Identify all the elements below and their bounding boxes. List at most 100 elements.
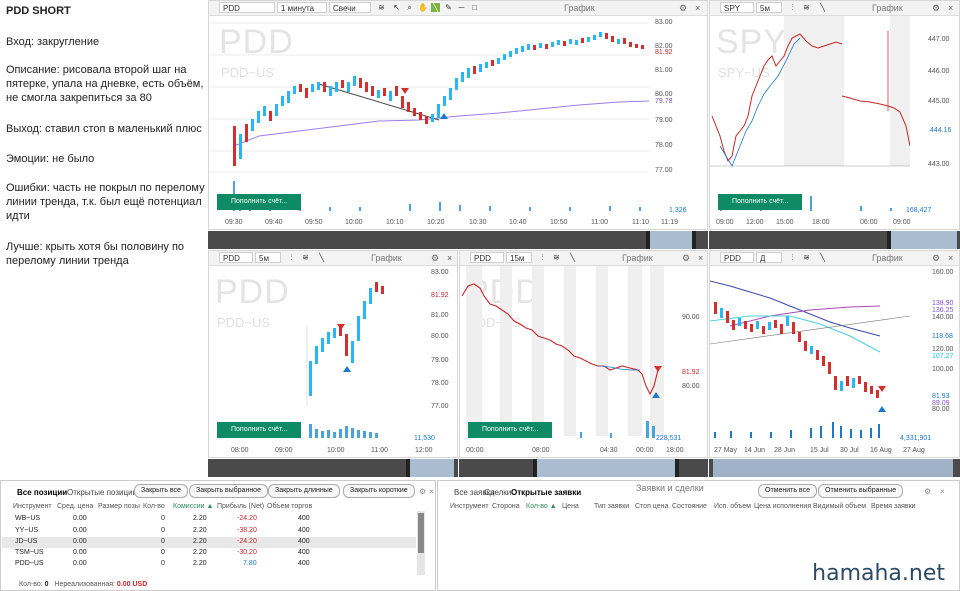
scroller-thumb[interactable]: [535, 459, 675, 477]
deposit-button[interactable]: Пополнить счёт...: [468, 422, 553, 438]
scroller-handle-right[interactable]: [692, 231, 696, 249]
table-row[interactable]: PDD~US 0.00 0 2.20 7.80 400: [1, 560, 421, 571]
settings-icon[interactable]: ⚙: [679, 3, 688, 13]
deposit-button[interactable]: Пополнить счёт...: [217, 422, 302, 438]
zoom-icon[interactable]: ⌕: [407, 3, 412, 12]
tab-open-orders[interactable]: Открытые заявки: [511, 488, 582, 497]
ticker-selector[interactable]: SPY: [720, 2, 754, 13]
panel-close-icon[interactable]: ×: [429, 487, 434, 496]
indicators-icon[interactable]: ≋: [803, 253, 810, 262]
candles-icon[interactable]: ⫶: [290, 253, 293, 262]
scroller-thumb[interactable]: [889, 231, 957, 249]
trendline-icon[interactable]: ╲: [820, 253, 825, 262]
col-state[interactable]: Состояние: [672, 503, 707, 510]
horizontal-line-icon[interactable]: ─: [458, 3, 465, 12]
trendline-icon[interactable]: ╲: [570, 253, 575, 262]
col-profit-net[interactable]: Прибыль (Net): [217, 503, 265, 510]
close-short-button[interactable]: Закрыть короткие: [343, 484, 415, 498]
hand-icon[interactable]: ✋: [418, 3, 428, 12]
col-price[interactable]: Цена: [562, 503, 579, 510]
close-icon[interactable]: ×: [948, 3, 954, 13]
close-icon[interactable]: ×: [447, 253, 453, 263]
deposit-button[interactable]: Пополнить счёт...: [718, 194, 803, 210]
deposit-button[interactable]: Пополнить счёт...: [217, 194, 302, 210]
close-all-button[interactable]: Закрыть все: [134, 484, 188, 498]
settings-icon[interactable]: ⚙: [682, 253, 691, 263]
candles-icon[interactable]: ⫶: [791, 253, 794, 262]
scroller-thumb[interactable]: [408, 459, 454, 477]
rectangle-icon[interactable]: □: [472, 3, 477, 12]
col-position-size[interactable]: Размер позы: [98, 503, 140, 510]
col-visible-volume[interactable]: Видимый объем: [813, 503, 867, 510]
cancel-all-button[interactable]: Отменить все: [758, 484, 817, 498]
close-icon[interactable]: ×: [948, 253, 954, 263]
table-row[interactable]: YY~US 0.00 0 2.20 -38.20 400: [1, 527, 421, 538]
price-plot[interactable]: [209, 16, 649, 216]
settings-icon[interactable]: ⚙: [932, 253, 941, 263]
candles-icon[interactable]: ⫶: [541, 253, 544, 262]
pencil-icon[interactable]: ✎: [445, 3, 452, 12]
price-plot[interactable]: [209, 266, 424, 446]
scroller-handle-left[interactable]: [646, 231, 650, 249]
col-qty[interactable]: Кол-во: [143, 503, 165, 510]
col-instrument[interactable]: Инструмент: [13, 503, 52, 510]
panel-close-icon[interactable]: ×: [940, 487, 945, 496]
indicators-icon[interactable]: ≋: [302, 253, 309, 262]
panel-settings-icon[interactable]: ⚙: [419, 487, 427, 496]
cursor-icon[interactable]: ↖: [393, 3, 400, 12]
timeframe-selector[interactable]: 5м: [255, 252, 281, 263]
chart-type-selector[interactable]: Свечи: [329, 2, 371, 13]
timeframe-selector[interactable]: Д: [756, 252, 782, 263]
ticker-selector[interactable]: PDD: [720, 252, 754, 263]
price-plot[interactable]: [710, 266, 920, 446]
col-filled-volume[interactable]: Исп. объем: [714, 503, 751, 510]
trendline-icon[interactable]: ╲: [431, 3, 440, 12]
indicators-icon[interactable]: ≋: [553, 253, 560, 262]
indicators-icon[interactable]: ≋: [378, 3, 385, 12]
indicators-icon[interactable]: ≋: [803, 3, 810, 12]
trendline-icon[interactable]: ╲: [820, 3, 825, 12]
ticker-selector[interactable]: PDD: [470, 252, 504, 263]
col-order-type[interactable]: Тип заявки: [594, 503, 630, 510]
price-plot[interactable]: [460, 266, 675, 446]
col-avg-price[interactable]: Сред. цена: [57, 503, 94, 510]
chart-pdd-daily[interactable]: PDD Д ⫶ ≋ ╲ График ⚙ ×: [709, 250, 960, 458]
table-row[interactable]: JD~US 0.00 0 2.20 -24.20 400: [1, 538, 421, 549]
ticker-selector[interactable]: PDD: [219, 2, 275, 13]
time-scroller[interactable]: [208, 231, 708, 249]
price-plot[interactable]: [710, 16, 910, 216]
close-icon[interactable]: ×: [695, 3, 701, 13]
close-icon[interactable]: ×: [698, 253, 704, 263]
positions-scrollbar[interactable]: [417, 511, 425, 575]
tab-trades[interactable]: Сделки: [484, 488, 512, 497]
scroller-handle-right[interactable]: [675, 459, 679, 477]
time-scroller[interactable]: [208, 459, 458, 477]
time-scroller[interactable]: [709, 459, 960, 477]
scroller-thumb[interactable]: [648, 231, 692, 249]
timeframe-selector[interactable]: 1 минута: [277, 2, 327, 13]
scroller-handle-left[interactable]: [533, 459, 537, 477]
settings-icon[interactable]: ⚙: [431, 253, 440, 263]
col-fill-price[interactable]: Цена исполнения: [754, 503, 812, 510]
scroller-handle-left[interactable]: [406, 459, 410, 477]
table-row[interactable]: TSM~US 0.00 0 2.20 -30.20 400: [1, 549, 421, 560]
timeframe-selector[interactable]: 15м: [506, 252, 532, 263]
candles-icon[interactable]: ⫶: [791, 3, 794, 12]
scroller-handle-left[interactable]: [887, 231, 891, 249]
col-qty[interactable]: Кол-во ▲: [526, 503, 557, 510]
time-scroller[interactable]: [459, 459, 708, 477]
chart-pdd-15m[interactable]: PDD 15м ⫶ ≋ ╲ График ⚙ × PDD PDD~US 90.0…: [459, 250, 708, 458]
col-order-time[interactable]: Время заявки: [871, 503, 916, 510]
close-selected-button[interactable]: Закрыть выбранное: [189, 484, 268, 498]
col-stop-price[interactable]: Стоп цена: [635, 503, 669, 510]
scrollbar-knob[interactable]: [418, 513, 424, 553]
time-scroller[interactable]: [709, 231, 960, 249]
ticker-selector[interactable]: PDD: [219, 252, 253, 263]
cancel-selected-button[interactable]: Отменить выбранные: [818, 484, 904, 498]
col-side[interactable]: Сторона: [492, 503, 520, 510]
settings-icon[interactable]: ⚙: [932, 3, 941, 13]
close-long-button[interactable]: Закрыть длинные: [268, 484, 340, 498]
col-commission[interactable]: Комиссии ▲: [173, 503, 214, 510]
chart-pdd-1m[interactable]: PDD 1 минута Свечи ≋ ↖ ⌕ ✋ ╲ ✎ ─ □ Графи…: [208, 0, 708, 230]
tab-open-positions[interactable]: Открытые позиции: [67, 488, 138, 497]
